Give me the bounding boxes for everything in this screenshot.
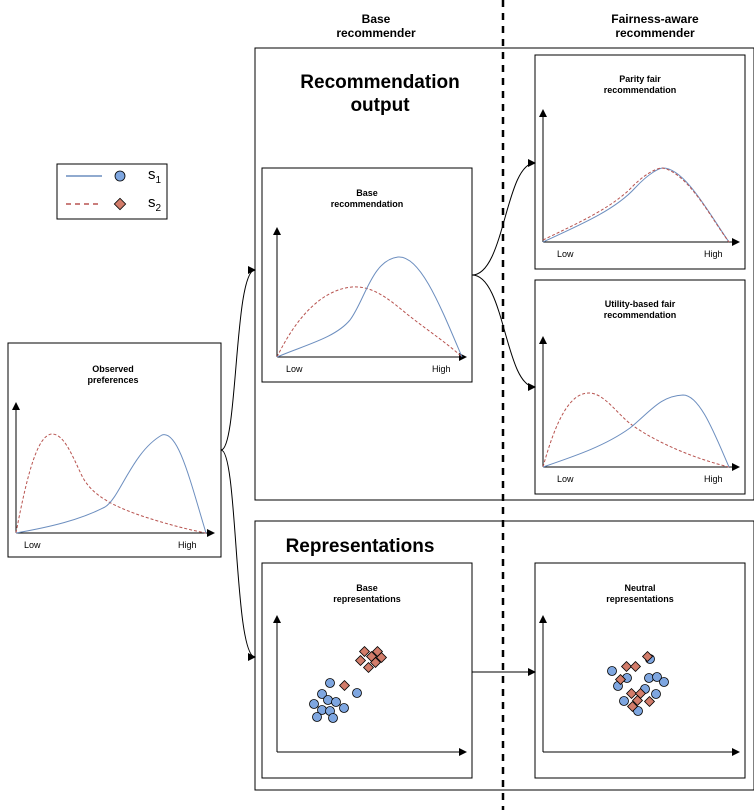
s1-point	[329, 714, 338, 723]
legend-s1-letter: s	[148, 166, 156, 183]
s1-point	[310, 700, 319, 709]
section-title-representations: Representations	[270, 536, 450, 559]
neutral-representations-title: Neutral representations	[575, 583, 705, 605]
s1-point	[324, 696, 333, 705]
base-rec-low-label: Low	[286, 364, 303, 374]
arrow-observed-to-representations	[221, 450, 255, 657]
base-recommendation-title: Base recommendation	[302, 188, 432, 210]
utility-title: Utility-based fair recommendation	[565, 299, 715, 321]
s1-point	[620, 697, 629, 706]
observed-high-label: High	[178, 540, 197, 550]
base-rec-high-label: High	[432, 364, 451, 374]
parity-title: Parity fair recommendation	[575, 74, 705, 96]
s1-point	[353, 689, 362, 698]
utility-high-label: High	[704, 474, 723, 484]
observed-low-label: Low	[24, 540, 41, 550]
s1-point	[652, 690, 661, 699]
s1-point	[313, 713, 322, 722]
legend-s1-subscript: 1	[156, 175, 162, 186]
legend-s1-marker	[115, 171, 125, 181]
utility-low-label: Low	[557, 474, 574, 484]
base-representations-title: Base representations	[302, 583, 432, 605]
s1-point	[645, 674, 654, 683]
s1-point	[326, 679, 335, 688]
legend-s2-label: s2	[148, 194, 161, 214]
legend-s2-letter: s	[148, 194, 156, 211]
parity-high-label: High	[704, 249, 723, 259]
s1-point	[340, 704, 349, 713]
column-title-base: Base recommender	[316, 12, 436, 41]
parity-low-label: Low	[557, 249, 574, 259]
s1-point	[660, 678, 669, 687]
arrow-base-to-parity	[472, 163, 535, 275]
legend-s1-label: s1	[148, 166, 161, 186]
s1-point	[608, 667, 617, 676]
legend-s2-subscript: 2	[156, 203, 162, 214]
arrow-observed-to-recommendation	[221, 270, 255, 450]
column-title-fair: Fairness-aware recommender	[590, 12, 720, 41]
section-title-recommendation-output: Recommendation output	[270, 72, 490, 118]
s1-point	[332, 698, 341, 707]
observed-title: Observed preferences	[48, 364, 178, 386]
